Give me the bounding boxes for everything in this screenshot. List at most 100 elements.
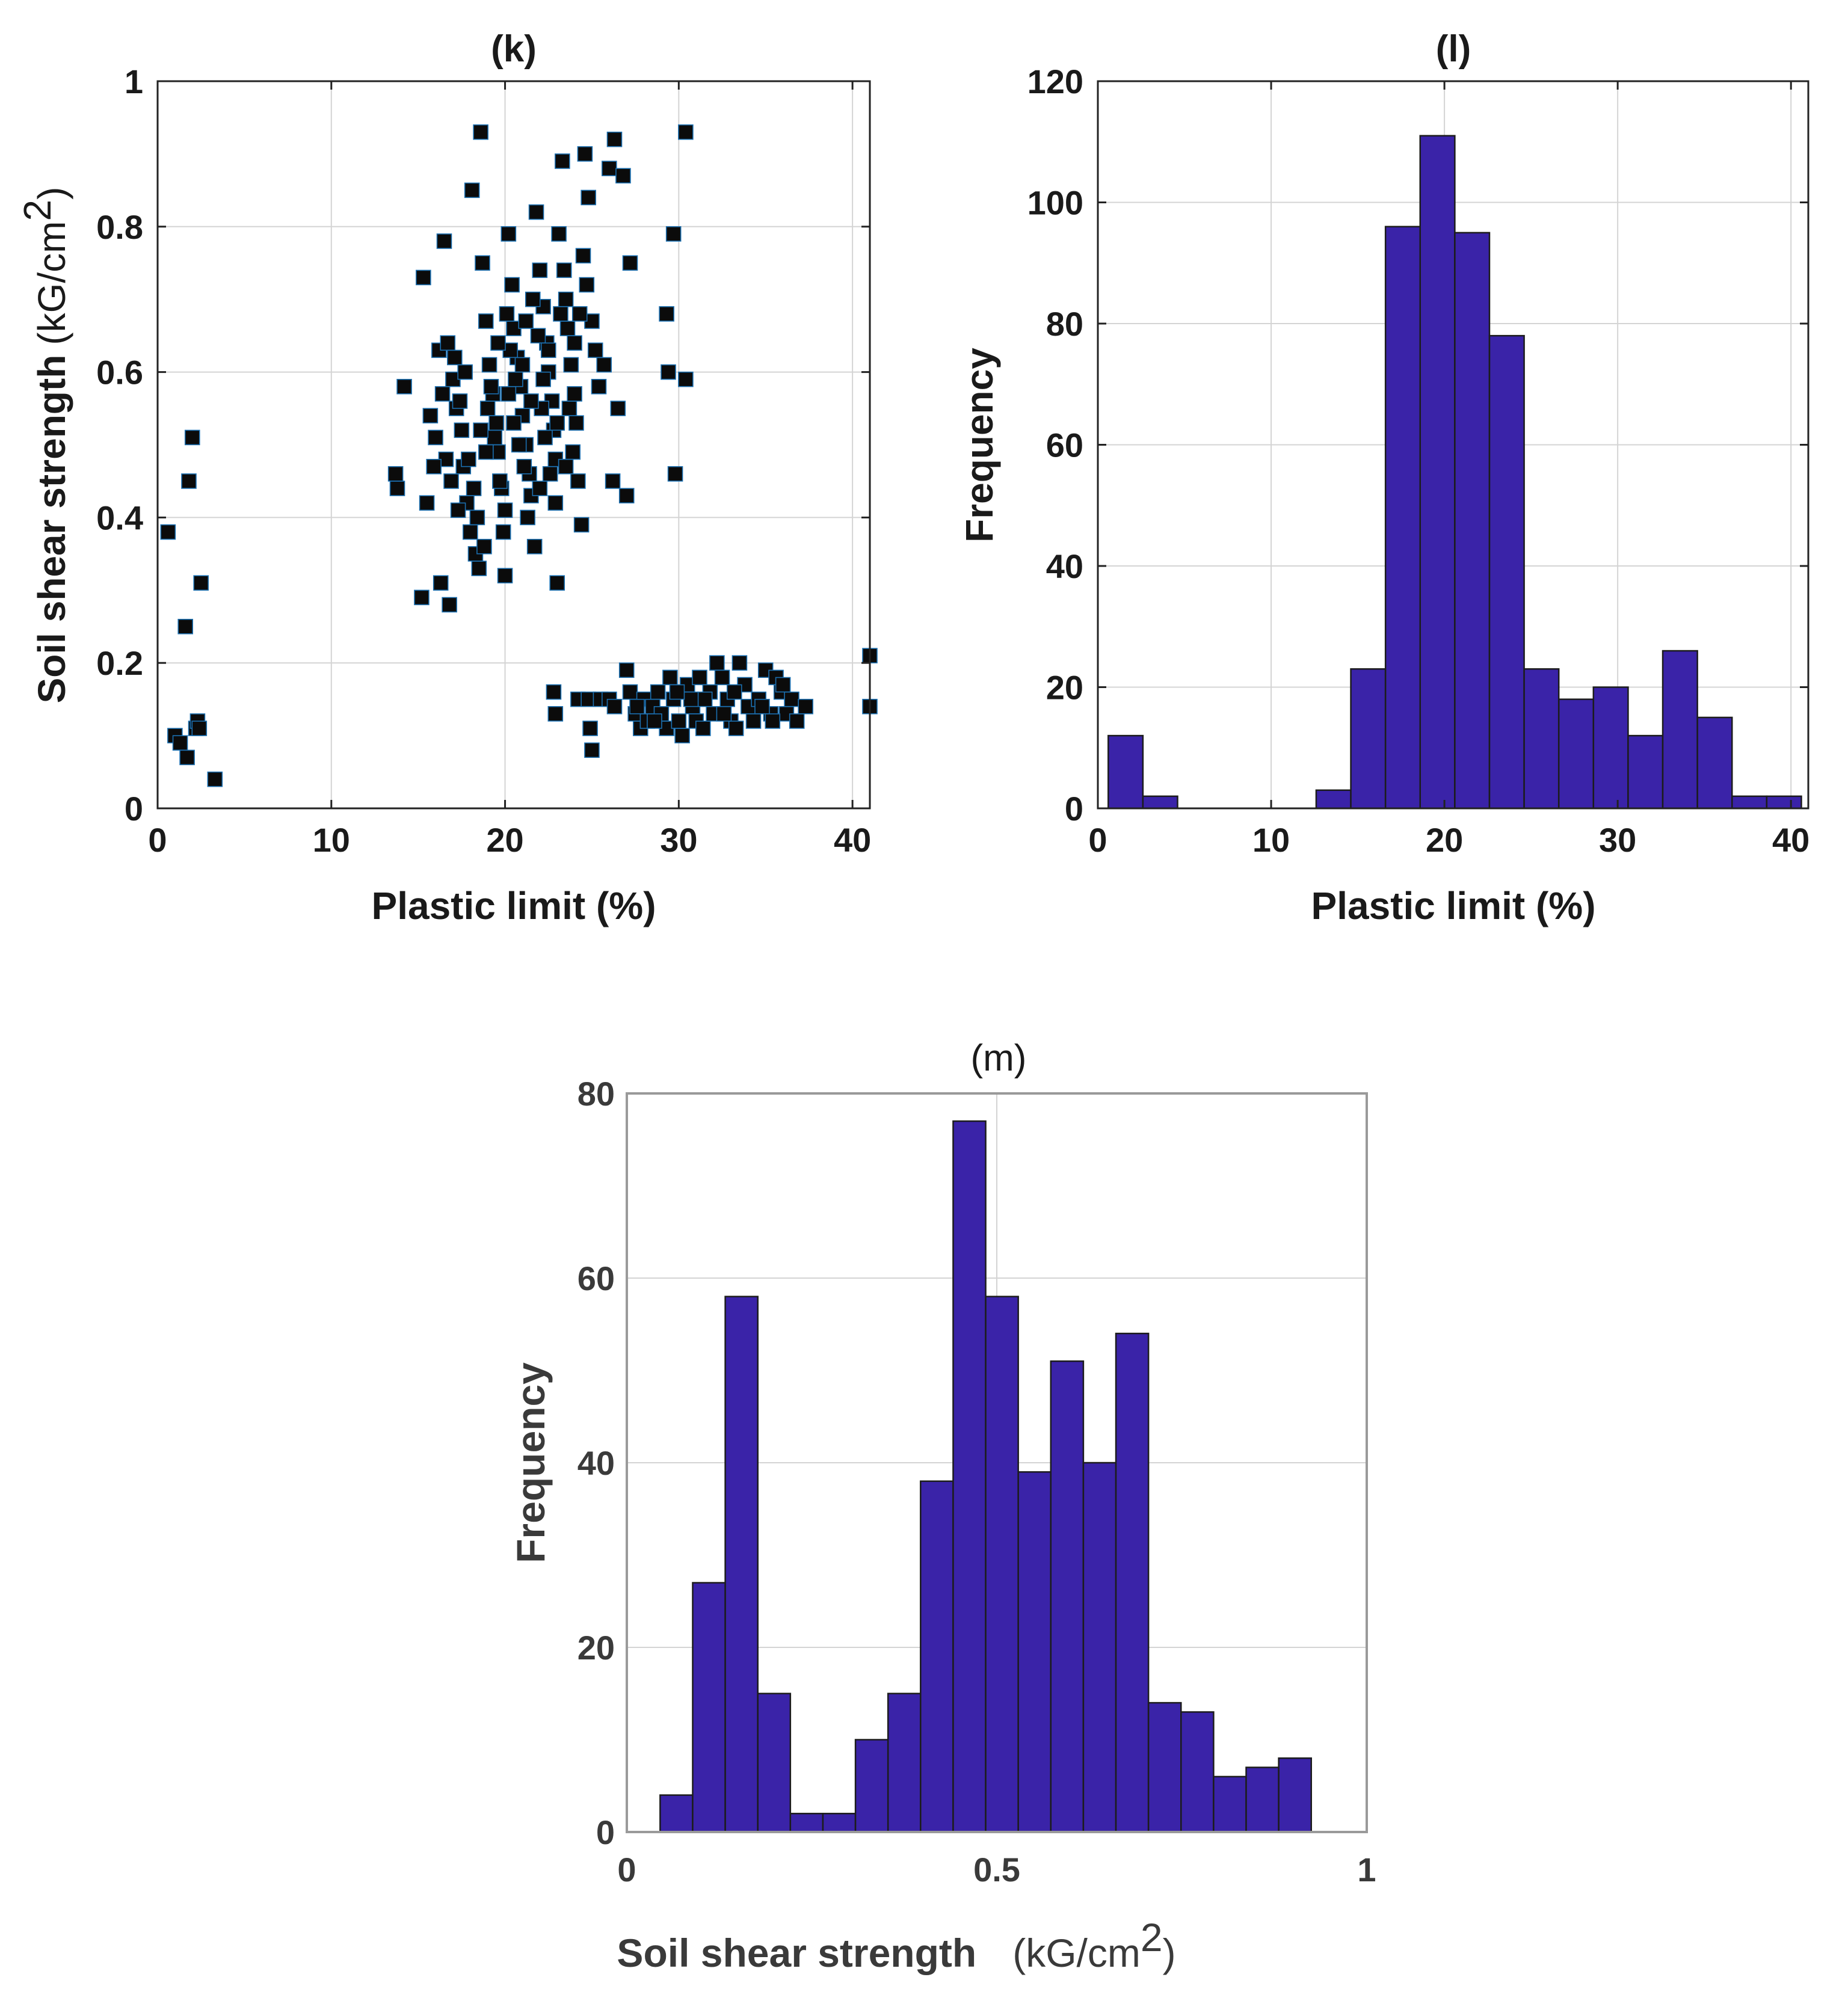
k-scatter-point xyxy=(525,291,541,307)
panel-k-scatter: 0 10 20 30 40 0 0.2 0.4 0.6 0.8 1 (k) Plastic lim… xyxy=(16,28,878,927)
k-scatter-point xyxy=(207,771,223,787)
k-scatter-point xyxy=(784,691,799,707)
k-scatter-point xyxy=(473,422,488,438)
k-scatter-point xyxy=(582,721,598,736)
k-scatter-point xyxy=(511,437,527,453)
m-y-tick-labels: 0 20 40 60 80 xyxy=(578,1075,615,1851)
k-y-tick-labels: 0 0.2 0.4 0.6 0.8 1 xyxy=(96,63,143,828)
l-x-tick-labels: 0 10 20 30 40 xyxy=(1088,821,1810,859)
k-scatter-point xyxy=(516,458,532,475)
l-histogram-bar xyxy=(1557,698,1595,810)
k-scatter-point xyxy=(452,393,468,409)
k-scatter-point xyxy=(478,313,494,329)
k-scatter-point xyxy=(547,495,564,511)
m-histogram-bar xyxy=(985,1296,1019,1833)
k-scatter-point xyxy=(618,488,635,503)
k-scatter-point xyxy=(473,124,488,140)
k-x-tick-labels: 0 10 20 30 40 xyxy=(148,821,871,859)
m-histogram-bar xyxy=(1082,1462,1117,1833)
k-scatter-point xyxy=(591,378,607,395)
k-scatter-point xyxy=(745,713,762,729)
k-scatter-point xyxy=(697,691,713,707)
k-scatter-point xyxy=(754,698,770,715)
k-scatter-point xyxy=(490,335,506,351)
k-scatter-point xyxy=(471,561,487,576)
k-scatter-point xyxy=(618,662,635,678)
k-scatter-point xyxy=(414,589,430,606)
k-x-tick-label: 0 xyxy=(148,821,167,859)
k-scatter-point xyxy=(674,728,690,743)
k-scatter-point xyxy=(443,473,459,489)
m-histogram-bar xyxy=(1017,1471,1052,1833)
k-y-tick-label: 0 xyxy=(125,790,143,828)
l-tick-marks xyxy=(1097,80,1808,810)
k-y-axis-label-text: Soil shear strength xyxy=(30,355,73,704)
m-histogram-bars xyxy=(659,1120,1312,1833)
k-scatter-point xyxy=(553,306,568,322)
k-scatter-point xyxy=(184,429,200,446)
k-y-axis-unit-a: (kG/cm xyxy=(30,221,73,345)
m-x-tick-label: 0 xyxy=(617,1851,636,1889)
l-x-tick-label: 30 xyxy=(1599,821,1636,859)
k-scatter-point xyxy=(504,277,520,293)
k-scatter-point xyxy=(622,684,638,700)
k-scatter-point xyxy=(678,371,694,387)
l-y-tick-label: 20 xyxy=(1046,669,1083,707)
k-scatter-point xyxy=(528,204,544,220)
k-scatter-point xyxy=(661,364,676,380)
m-x-axis-unit-sup: 2 xyxy=(1141,1915,1163,1960)
k-scatter-point xyxy=(568,415,584,431)
k-scatter-point xyxy=(500,386,517,402)
k-scatter-point xyxy=(434,386,451,402)
k-scatter-point xyxy=(605,473,621,489)
m-histogram-bar xyxy=(1245,1766,1280,1833)
k-scatter-point xyxy=(547,706,564,722)
k-scatter-point xyxy=(558,458,574,475)
l-x-tick-label: 0 xyxy=(1088,821,1107,859)
k-scatter-point xyxy=(526,538,543,555)
k-scatter-point xyxy=(561,401,578,416)
m-histogram-bar xyxy=(1115,1332,1150,1833)
k-scatter-point xyxy=(483,378,499,395)
k-scatter-points xyxy=(160,124,878,787)
k-y-tick-label: 0.6 xyxy=(96,354,143,392)
k-scatter-point xyxy=(567,335,582,351)
panel-l-histogram: 0 10 20 30 40 0 20 40 60 80 100 120 (l) Plastic li… xyxy=(958,28,1810,927)
k-scatter-point xyxy=(559,321,576,336)
k-title: (k) xyxy=(491,28,537,70)
k-scatter-point xyxy=(671,713,687,729)
k-scatter-point xyxy=(160,524,176,540)
k-scatter-point xyxy=(549,415,565,431)
k-x-axis-label: Plastic limit (%) xyxy=(372,884,656,927)
l-y-tick-label: 60 xyxy=(1046,426,1083,464)
k-scatter-point xyxy=(789,713,805,729)
k-scatter-point xyxy=(416,269,431,286)
l-y-tick-labels: 0 20 40 60 80 100 120 xyxy=(1027,63,1083,828)
k-scatter-point xyxy=(587,342,603,358)
k-scatter-point xyxy=(506,415,522,431)
k-scatter-point xyxy=(622,255,638,271)
k-scatter-point xyxy=(584,742,600,758)
k-scatter-point xyxy=(497,568,513,583)
k-x-tick-label: 40 xyxy=(834,821,871,859)
k-scatter-point xyxy=(181,473,197,489)
l-histogram-bar xyxy=(1350,668,1387,810)
m-x-axis-unit-b: ) xyxy=(1163,1931,1176,1975)
m-histogram-bar xyxy=(920,1480,954,1833)
m-plot-frame xyxy=(626,1092,1368,1833)
l-x-tick-label: 40 xyxy=(1772,821,1810,859)
m-y-tick-label: 60 xyxy=(578,1259,615,1297)
k-scatter-point xyxy=(535,371,551,387)
k-scatter-point xyxy=(695,721,711,736)
m-y-tick-label: 40 xyxy=(578,1444,615,1482)
k-scatter-point xyxy=(478,444,494,460)
l-histogram-bar xyxy=(1627,734,1664,810)
k-scatter-point xyxy=(556,262,572,278)
l-y-tick-label: 40 xyxy=(1046,547,1083,585)
m-histogram-bar xyxy=(692,1582,726,1833)
l-histogram-bar xyxy=(1142,795,1178,810)
k-scatter-point xyxy=(546,684,562,700)
m-x-axis-unit-a: (kG/cm xyxy=(1012,1931,1141,1975)
k-scatter-point xyxy=(191,721,208,736)
l-histogram-bar xyxy=(1662,650,1698,810)
